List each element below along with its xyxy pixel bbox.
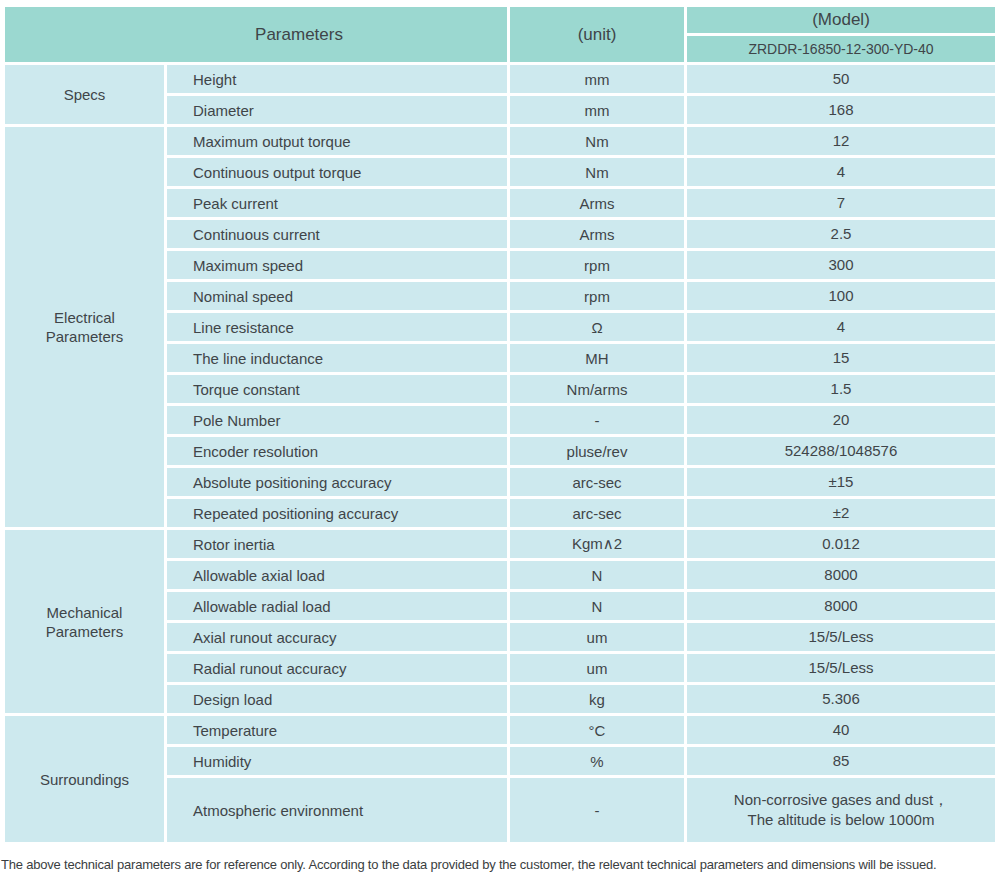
param-unit: mm xyxy=(510,65,684,93)
param-value: 4 xyxy=(687,158,995,186)
param-unit: N xyxy=(510,561,684,589)
param-value: ±15 xyxy=(687,468,995,496)
param-unit: Kgm∧2 xyxy=(510,530,684,558)
param-unit: mm xyxy=(510,96,684,124)
param-name: Pole Number xyxy=(167,406,507,434)
param-value: 85 xyxy=(687,747,995,775)
param-value: 20 xyxy=(687,406,995,434)
param-unit: Nm/arms xyxy=(510,375,684,403)
param-value: 50 xyxy=(687,65,995,93)
param-value: 4 xyxy=(687,313,995,341)
param-unit: Nm xyxy=(510,127,684,155)
header-parameters: Parameters xyxy=(5,7,507,62)
param-value: 5.306 xyxy=(687,685,995,713)
table-header: Parameters (unit) (Model) ZRDDR-16850-12… xyxy=(5,7,995,62)
param-name: Allowable radial load xyxy=(167,592,507,620)
param-value: 7 xyxy=(687,189,995,217)
param-value: 8000 xyxy=(687,561,995,589)
param-value: 1.5 xyxy=(687,375,995,403)
param-name: Peak current xyxy=(167,189,507,217)
param-name: Maximum speed xyxy=(167,251,507,279)
section-label-1: Electrical Parameters xyxy=(5,127,164,527)
param-name: Radial runout accuracy xyxy=(167,654,507,682)
param-name: The line inductance xyxy=(167,344,507,372)
table-row: Electrical ParametersMaximum output torq… xyxy=(5,127,995,155)
param-unit: Nm xyxy=(510,158,684,186)
param-name: Continuous output torque xyxy=(167,158,507,186)
param-unit: rpm xyxy=(510,282,684,310)
param-value: 15/5/Less xyxy=(687,654,995,682)
param-value: 2.5 xyxy=(687,220,995,248)
param-name: Atmospheric environment xyxy=(167,778,507,842)
param-unit: N xyxy=(510,592,684,620)
param-unit: pluse/rev xyxy=(510,437,684,465)
param-value: 524288/1048576 xyxy=(687,437,995,465)
param-name: Humidity xyxy=(167,747,507,775)
param-value: 100 xyxy=(687,282,995,310)
param-unit: Arms xyxy=(510,189,684,217)
param-name: Allowable axial load xyxy=(167,561,507,589)
header-model-number: ZRDDR-16850-12-300-YD-40 xyxy=(687,36,995,62)
param-value: 8000 xyxy=(687,592,995,620)
param-value: 300 xyxy=(687,251,995,279)
param-unit: um xyxy=(510,623,684,651)
param-name: Temperature xyxy=(167,716,507,744)
table-body: SpecsHeightmm50 Diametermm168 Electrical P… xyxy=(5,65,995,842)
param-unit: - xyxy=(510,406,684,434)
param-unit: arc-sec xyxy=(510,468,684,496)
param-unit: Ω xyxy=(510,313,684,341)
param-value: 40 xyxy=(687,716,995,744)
section-label-3: Surroundings xyxy=(5,716,164,842)
param-unit: - xyxy=(510,778,684,842)
param-name: Rotor inertia xyxy=(167,530,507,558)
param-unit: um xyxy=(510,654,684,682)
header-model: (Model) xyxy=(687,7,995,33)
param-value: 15/5/Less xyxy=(687,623,995,651)
param-unit: kg xyxy=(510,685,684,713)
table-row: Mechanical ParametersRotor inertiaKgm∧20… xyxy=(5,530,995,558)
parameters-table: Parameters (unit) (Model) ZRDDR-16850-12… xyxy=(2,4,998,845)
param-unit: arc-sec xyxy=(510,499,684,527)
param-unit: rpm xyxy=(510,251,684,279)
table-row: SurroundingsTemperature°C40 xyxy=(5,716,995,744)
param-unit: Arms xyxy=(510,220,684,248)
param-value: Non-corrosive gases and dust， The altitu… xyxy=(687,778,995,842)
footer-note: The above technical parameters are for r… xyxy=(0,857,1000,872)
param-name: Height xyxy=(167,65,507,93)
param-name: Design load xyxy=(167,685,507,713)
param-value: ±2 xyxy=(687,499,995,527)
section-label-0: Specs xyxy=(5,65,164,124)
param-value: 0.012 xyxy=(687,530,995,558)
param-unit: MH xyxy=(510,344,684,372)
param-name: Torque constant xyxy=(167,375,507,403)
param-name: Continuous current xyxy=(167,220,507,248)
param-name: Repeated positioning accuracy xyxy=(167,499,507,527)
param-name: Maximum output torque xyxy=(167,127,507,155)
param-value: 12 xyxy=(687,127,995,155)
param-unit: °C xyxy=(510,716,684,744)
param-value: 15 xyxy=(687,344,995,372)
param-name: Nominal speed xyxy=(167,282,507,310)
table-row: SpecsHeightmm50 xyxy=(5,65,995,93)
param-name: Absolute positioning accuracy xyxy=(167,468,507,496)
param-value: 168 xyxy=(687,96,995,124)
section-label-2: Mechanical Parameters xyxy=(5,530,164,713)
param-name: Line resistance xyxy=(167,313,507,341)
param-name: Axial runout accuracy xyxy=(167,623,507,651)
header-unit: (unit) xyxy=(510,7,684,62)
param-name: Encoder resolution xyxy=(167,437,507,465)
param-unit: % xyxy=(510,747,684,775)
param-name: Diameter xyxy=(167,96,507,124)
